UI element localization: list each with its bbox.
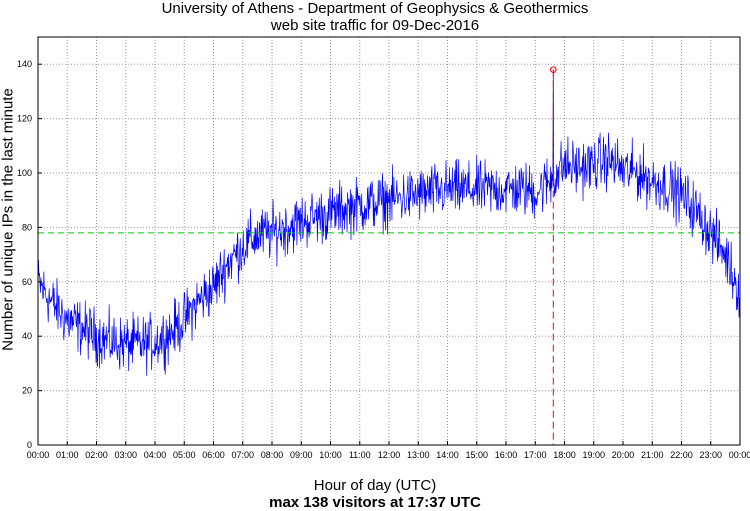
y-tick-label: 140 — [17, 59, 32, 69]
max-visitors-note: max 138 visitors at 17:37 UTC — [269, 494, 481, 511]
x-tick-label: 20:00 — [612, 450, 635, 460]
x-tick-label: 01:00 — [56, 450, 79, 460]
y-tick-label: 100 — [17, 168, 32, 178]
x-tick-label: 15:00 — [465, 450, 488, 460]
x-tick-label: 11:00 — [349, 450, 371, 460]
x-tick-label: 18:00 — [553, 450, 576, 460]
x-tick-label: 04:00 — [144, 450, 167, 460]
y-tick-label: 80 — [22, 222, 32, 232]
x-tick-label: 02:00 — [85, 450, 108, 460]
max-marker-point — [549, 66, 557, 73]
x-tick-label: 00:00 — [27, 450, 50, 460]
y-tick-label: 20 — [22, 386, 32, 396]
x-tick-label: 06:00 — [202, 450, 225, 460]
x-tick-label: 17:00 — [524, 450, 547, 460]
x-tick-label: 12:00 — [378, 450, 401, 460]
x-tick-label: 14:00 — [436, 450, 459, 460]
y-tick-label: 0 — [27, 440, 32, 450]
y-tick-label: 60 — [22, 277, 32, 287]
x-tick-label: 07:00 — [231, 450, 254, 460]
y-tick-label: 40 — [22, 331, 32, 341]
grid — [38, 37, 740, 445]
x-tick-label: 10:00 — [319, 450, 342, 460]
x-tick-label: 19:00 — [582, 450, 605, 460]
x-tick-label: 21:00 — [641, 450, 664, 460]
y-axis-label: Number of unique IPs in the last minute — [0, 88, 17, 351]
x-tick-label: 00:00 — [729, 450, 750, 460]
chart-subtitle: web site traffic for 09-Dec-2016 — [270, 17, 480, 34]
x-tick-label: 09:00 — [290, 450, 313, 460]
chart-title: University of Athens - Department of Geo… — [161, 0, 589, 17]
series-layer — [37, 69, 740, 376]
y-tick-label: 120 — [17, 114, 32, 124]
x-tick-label: 05:00 — [173, 450, 196, 460]
x-tick-label: 13:00 — [407, 450, 430, 460]
overlay-layer — [38, 66, 740, 445]
visitors-series-line — [37, 69, 740, 376]
x-axis-label: Hour of day (UTC) — [313, 477, 437, 494]
x-tick-label: 16:00 — [495, 450, 518, 460]
x-tick-label: 23:00 — [699, 450, 722, 460]
x-tick-label: 22:00 — [670, 450, 693, 460]
x-tick-label: 08:00 — [261, 450, 284, 460]
x-tick-label: 03:00 — [114, 450, 137, 460]
ticks: 00:00 01:00 02:00 03:00 04:00 05:00 06:00 07:00… — [17, 59, 750, 460]
